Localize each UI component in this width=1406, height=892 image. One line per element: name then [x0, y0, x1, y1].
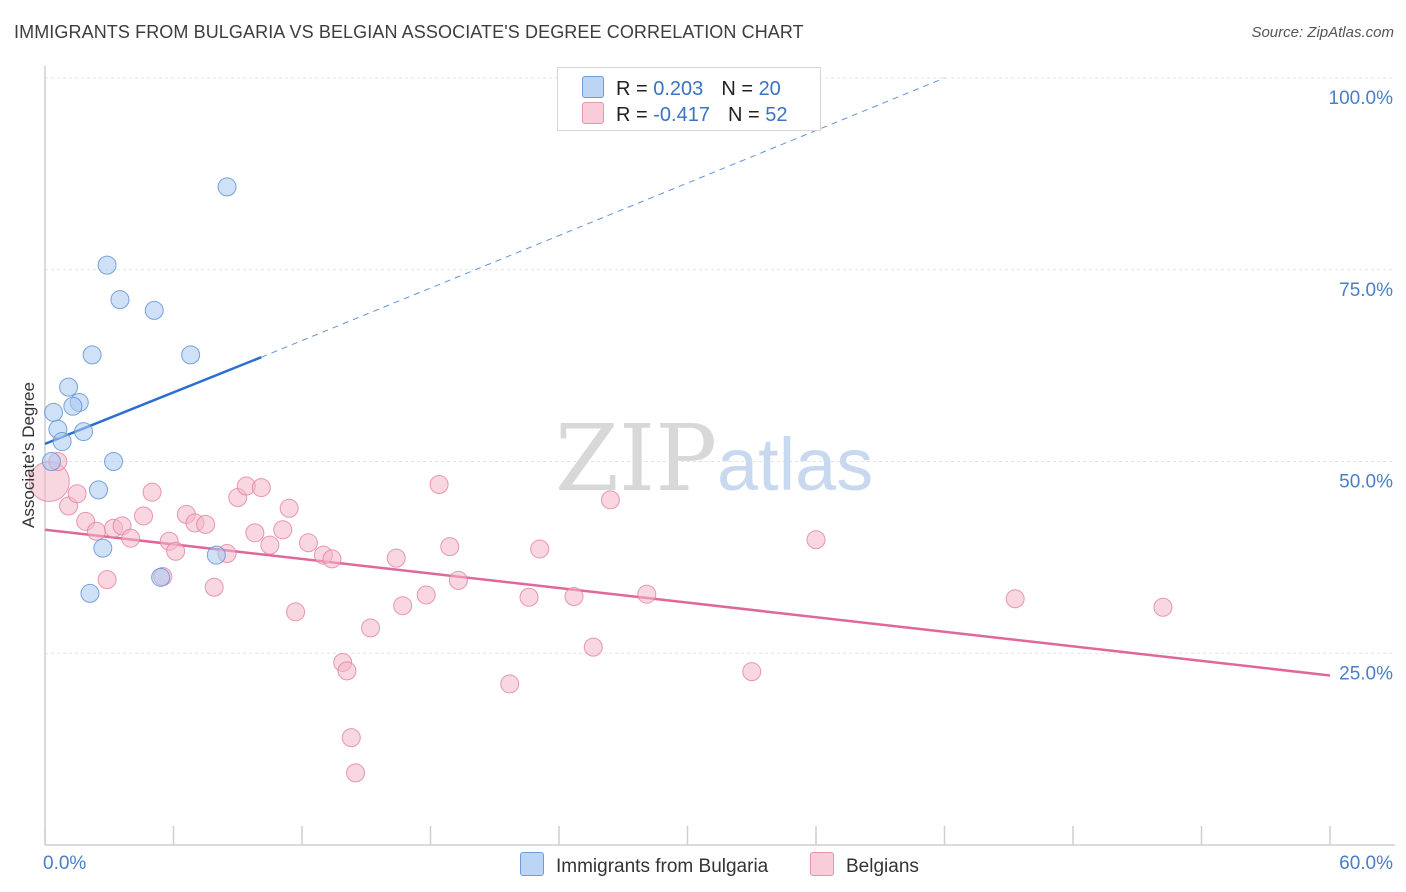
point-belgians [346, 763, 366, 783]
point-belgians [742, 662, 762, 682]
point-belgians [530, 539, 550, 559]
point-belgians [637, 584, 657, 604]
source-label: Source: ZipAtlas.com [1251, 24, 1394, 41]
point-bulgaria [206, 545, 226, 565]
point-belgians [273, 520, 293, 540]
point-belgians [500, 674, 520, 694]
point-bulgaria [74, 422, 94, 442]
point-bulgaria [80, 583, 100, 603]
legend-r-label: R = [616, 104, 654, 126]
point-belgians [1005, 589, 1025, 609]
watermark-zip: ZIP [555, 405, 717, 512]
bottom-legend-label-bulgaria: Immigrants from Bulgaria [556, 856, 769, 877]
point-belgians [142, 482, 162, 502]
legend-n-value-belgians: 52 [765, 104, 788, 126]
y-tick-label: 75.0% [1339, 280, 1393, 301]
x-tick-label: 60.0% [1339, 853, 1393, 874]
point-bulgaria [110, 290, 130, 310]
point-belgians [166, 541, 186, 561]
point-bulgaria [44, 402, 64, 422]
y-tick-label: 100.0% [1329, 88, 1394, 109]
legend-swatch-bulgaria [582, 76, 604, 98]
gridlines [45, 77, 1395, 654]
tick-labels: 25.0% 50.0% 75.0% 100.0% 0.0% 60.0% [43, 88, 1393, 874]
point-belgians [251, 478, 271, 498]
watermark: ZIP atlas [555, 405, 873, 512]
point-belgians [416, 585, 436, 605]
legend-swatch-belgians [582, 102, 604, 124]
point-belgians [600, 490, 620, 510]
point-belgians [196, 514, 216, 534]
point-bulgaria [217, 177, 237, 197]
point-belgians [245, 523, 265, 543]
point-belgians [440, 537, 460, 557]
point-belgians [279, 498, 299, 518]
trend-lines [44, 77, 1331, 677]
point-belgians [260, 535, 280, 555]
point-belgians [322, 549, 342, 569]
point-belgians [341, 728, 361, 748]
y-tick-label: 50.0% [1339, 472, 1393, 493]
point-bulgaria [59, 377, 79, 397]
point-belgians [1153, 597, 1173, 617]
bottom-legend-belgians: Belgians [810, 852, 919, 878]
point-bulgaria [97, 255, 117, 275]
point-belgians [97, 570, 117, 590]
data-points [28, 177, 1173, 783]
point-belgians [134, 506, 154, 526]
point-belgians [429, 475, 449, 495]
point-bulgaria [63, 396, 83, 416]
bottom-legend-label-belgians: Belgians [846, 856, 919, 877]
point-belgians [386, 548, 406, 568]
point-bulgaria [82, 345, 102, 365]
point-bulgaria [151, 567, 171, 587]
point-belgians [86, 521, 106, 541]
legend-row-bulgaria: R = 0.203 N = 20 [582, 76, 781, 102]
point-bulgaria [41, 452, 61, 471]
point-bulgaria [181, 345, 201, 365]
legend-n-label: N = [721, 78, 759, 100]
chart-title: IMMIGRANTS FROM BULGARIA VS BELGIAN ASSO… [14, 22, 804, 42]
legend-r-label: R = [616, 78, 654, 100]
trend-line-belgians [44, 528, 1331, 677]
bottom-legend-swatch-belgians [810, 852, 834, 876]
legend-r-value-bulgaria: 0.203 [653, 78, 704, 100]
point-bulgaria [52, 432, 72, 452]
point-belgians [393, 596, 413, 616]
point-bulgaria [93, 538, 113, 558]
point-bulgaria [144, 300, 164, 320]
point-belgians [583, 637, 603, 657]
point-belgians [121, 528, 141, 548]
point-belgians [448, 570, 468, 590]
point-bulgaria [89, 480, 109, 500]
y-axis-label: Associate's Degree [19, 382, 38, 528]
y-tick-label: 25.0% [1339, 663, 1393, 684]
legend-n-label: N = [727, 104, 766, 126]
watermark-atlas: atlas [717, 423, 873, 506]
legend-row-belgians: R = -0.417 N = 52 [582, 102, 787, 128]
point-belgians [564, 586, 584, 606]
correlation-legend: R = 0.203 N = 20 R = -0.417 N = 52 [557, 67, 821, 131]
point-belgians [204, 577, 224, 597]
trend-extension-bulgaria [261, 77, 945, 358]
point-belgians [337, 661, 357, 681]
x-tick-label: 0.0% [43, 853, 86, 874]
point-belgians [286, 602, 306, 622]
point-belgians [361, 618, 381, 638]
legend-n-value-bulgaria: 20 [758, 78, 781, 100]
point-belgians [519, 587, 539, 607]
point-belgians [298, 533, 318, 553]
point-belgians [806, 530, 826, 550]
point-belgians [67, 484, 87, 504]
point-bulgaria [104, 452, 124, 471]
bottom-legend-bulgaria: Immigrants from Bulgaria [520, 852, 768, 878]
legend-r-value-belgians: -0.417 [653, 104, 710, 126]
bottom-legend-swatch-bulgaria [520, 852, 544, 876]
